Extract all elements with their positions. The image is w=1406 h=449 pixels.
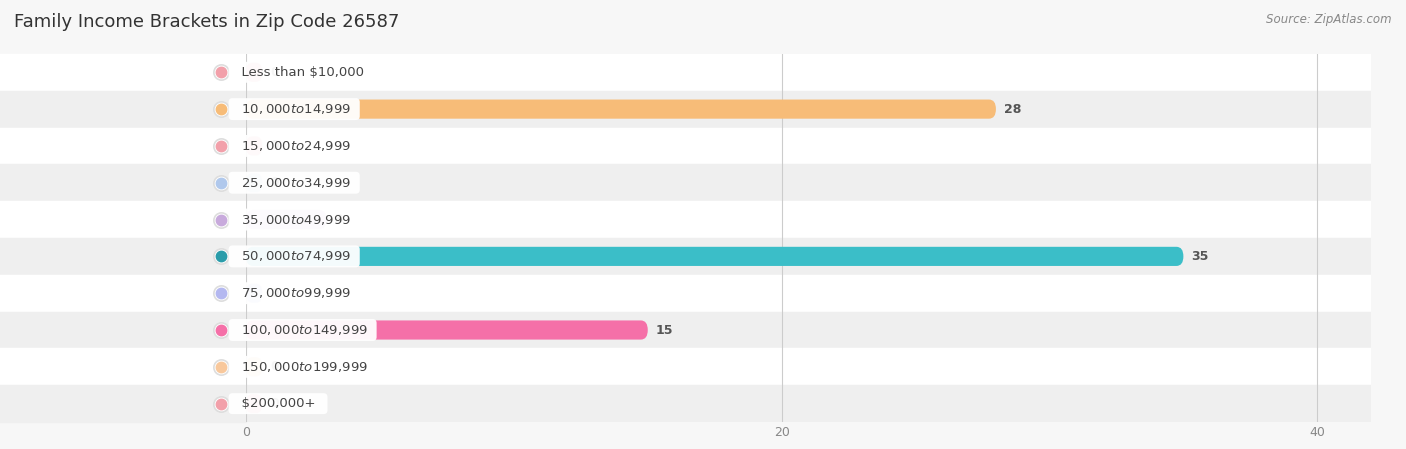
Bar bbox=[0, 385, 246, 422]
Text: $75,000 to $99,999: $75,000 to $99,999 bbox=[232, 286, 356, 300]
Bar bbox=[246, 54, 1371, 91]
Bar bbox=[0, 348, 246, 385]
FancyBboxPatch shape bbox=[246, 210, 326, 229]
Bar bbox=[0, 201, 246, 238]
Bar bbox=[246, 128, 1371, 164]
FancyBboxPatch shape bbox=[246, 100, 995, 119]
Bar bbox=[246, 275, 1371, 312]
Bar bbox=[246, 164, 1371, 201]
Bar bbox=[0, 238, 246, 275]
Bar bbox=[0, 91, 246, 128]
Text: $150,000 to $199,999: $150,000 to $199,999 bbox=[232, 360, 373, 374]
FancyBboxPatch shape bbox=[246, 394, 262, 413]
FancyBboxPatch shape bbox=[246, 357, 262, 376]
Bar bbox=[0, 312, 246, 348]
FancyBboxPatch shape bbox=[246, 284, 262, 303]
Bar bbox=[0, 164, 246, 201]
Text: 0: 0 bbox=[270, 176, 278, 189]
FancyBboxPatch shape bbox=[246, 173, 262, 192]
Text: 3: 3 bbox=[335, 213, 343, 226]
Text: $35,000 to $49,999: $35,000 to $49,999 bbox=[232, 212, 356, 227]
Bar bbox=[246, 91, 1371, 128]
Text: $25,000 to $34,999: $25,000 to $34,999 bbox=[232, 176, 356, 190]
Text: 0: 0 bbox=[270, 287, 278, 299]
Text: $15,000 to $24,999: $15,000 to $24,999 bbox=[232, 139, 356, 153]
Text: 15: 15 bbox=[655, 324, 673, 336]
Text: 0: 0 bbox=[270, 361, 278, 373]
Bar bbox=[246, 385, 1371, 422]
FancyBboxPatch shape bbox=[246, 247, 1184, 266]
Text: Less than $10,000: Less than $10,000 bbox=[232, 66, 373, 79]
Text: 35: 35 bbox=[1191, 250, 1209, 263]
Bar bbox=[0, 54, 246, 91]
Bar bbox=[0, 275, 246, 312]
Text: Source: ZipAtlas.com: Source: ZipAtlas.com bbox=[1267, 13, 1392, 26]
Text: 0: 0 bbox=[270, 140, 278, 152]
Bar bbox=[246, 238, 1371, 275]
Bar bbox=[246, 201, 1371, 238]
Text: $10,000 to $14,999: $10,000 to $14,999 bbox=[232, 102, 356, 116]
Text: $200,000+: $200,000+ bbox=[232, 397, 323, 410]
Text: $100,000 to $149,999: $100,000 to $149,999 bbox=[232, 323, 373, 337]
Text: Family Income Brackets in Zip Code 26587: Family Income Brackets in Zip Code 26587 bbox=[14, 13, 399, 31]
Text: $50,000 to $74,999: $50,000 to $74,999 bbox=[232, 249, 356, 264]
FancyBboxPatch shape bbox=[246, 136, 262, 155]
FancyBboxPatch shape bbox=[246, 63, 262, 82]
FancyBboxPatch shape bbox=[246, 321, 648, 339]
Bar bbox=[246, 312, 1371, 348]
Bar bbox=[0, 128, 246, 164]
Bar bbox=[246, 348, 1371, 385]
Text: 0: 0 bbox=[270, 397, 278, 410]
Text: 28: 28 bbox=[1004, 103, 1021, 115]
Text: 0: 0 bbox=[270, 66, 278, 79]
